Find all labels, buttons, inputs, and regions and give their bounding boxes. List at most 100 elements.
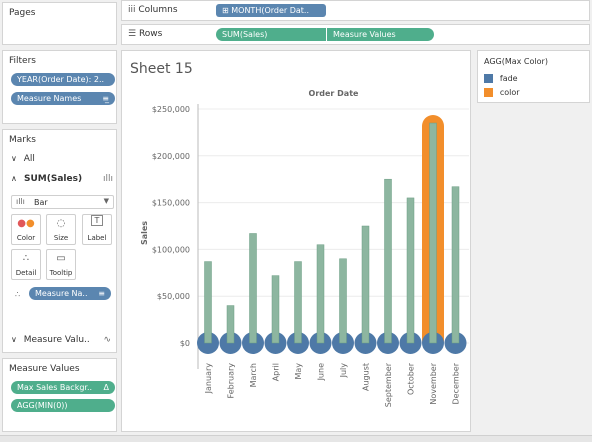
bottom-tab-strip[interactable] — [0, 435, 592, 442]
chart-title: Order Date — [309, 89, 359, 98]
detail-button[interactable]: ∴ Detail — [11, 249, 41, 280]
pages-panel[interactable]: Pages — [2, 2, 117, 45]
bar — [294, 261, 302, 344]
plus-icon: ⊞ — [222, 6, 229, 15]
filters-panel[interactable]: Filters YEAR(Order Date): 2.. Measure Na… — [2, 50, 117, 124]
y-tick-label: $250,000 — [152, 105, 190, 114]
detail-button-label: Detail — [15, 269, 37, 277]
legend-item-color[interactable]: color — [484, 88, 520, 98]
measure-values-panel[interactable]: Measure Values Max Sales Backgr.. Δ AGG(… — [2, 358, 117, 432]
dropdown-arrow-icon: ▼ — [103, 197, 109, 205]
marks-measure-names-label: Measure Na.. — [35, 289, 88, 298]
bar — [406, 197, 415, 344]
legend-title: AGG(Max Color) — [484, 57, 548, 66]
columns-shelf[interactable]: iii Columns ⊞ MONTH(Order Dat.. — [121, 0, 590, 21]
x-tick-label: March — [249, 363, 258, 387]
marks-measure-names-pill[interactable]: Measure Na.. ≡ — [29, 287, 111, 300]
x-tick-label: December — [452, 362, 461, 404]
legend-swatch-fade — [484, 74, 493, 83]
measure-value-pill-max-sales[interactable]: Max Sales Backgr.. Δ — [11, 381, 115, 394]
columns-icon: iii — [128, 5, 136, 15]
bar — [339, 258, 347, 344]
color-button-label: Color — [16, 234, 36, 242]
y-tick-label: $100,000 — [152, 245, 190, 254]
filter-pill-year-label: YEAR(Order Date): 2.. — [17, 75, 105, 84]
filter-pill-measure-names[interactable]: Measure Names ≡̲ — [11, 92, 115, 105]
tooltip-icon: ▭ — [56, 253, 66, 264]
x-tick-label: August — [362, 363, 371, 391]
filter-sort-icon: ≡̲ — [102, 94, 109, 103]
size-button[interactable]: ◌ Size — [46, 214, 76, 245]
bar-icon: ıllı — [16, 197, 25, 206]
x-tick-label: October — [407, 362, 416, 395]
filters-title: Filters — [9, 56, 36, 66]
marks-all-row[interactable]: ∨ All — [11, 154, 111, 166]
x-tick-label: April — [272, 363, 281, 381]
measure-values-row[interactable]: ∨ Measure Valu.. ∿ — [11, 335, 115, 347]
x-tick-label: September — [384, 362, 393, 407]
measure-value-pill-agg-min-label: AGG(MIN(0)) — [17, 401, 68, 410]
pages-title: Pages — [9, 8, 36, 18]
detail-icon: ∴ — [22, 253, 30, 264]
legend-swatch-color — [484, 88, 493, 97]
measure-value-pill-max-sales-label: Max Sales Backgr.. — [17, 383, 93, 392]
measure-values-row-label: Measure Valu.. — [23, 335, 90, 345]
chevron-up-icon: ∧ — [11, 174, 17, 183]
bar — [226, 305, 235, 344]
sort-icon: ≡ — [98, 289, 105, 298]
y-tick-label: $0 — [180, 339, 190, 348]
bar — [384, 178, 392, 344]
chevron-down-icon-2: ∨ — [11, 335, 17, 344]
bar — [361, 225, 370, 344]
label-button[interactable]: T Label — [82, 214, 112, 245]
marks-title: Marks — [9, 135, 36, 145]
mark-type-label: Bar — [34, 198, 48, 207]
bar — [451, 186, 460, 344]
size-icon: ◌ — [56, 218, 66, 229]
sheet-title: Sheet 15 — [130, 61, 193, 77]
rows-pill-sum-sales[interactable]: SUM(Sales) — [216, 28, 326, 41]
y-axis-label: Sales — [140, 221, 149, 245]
rows-icon: ☰ — [128, 29, 137, 39]
marks-all-label: All — [23, 154, 35, 164]
bar-chart[interactable]: Order Date $0 $50,000 $100,000 $150,000 $200,… — [122, 51, 470, 431]
tooltip-button[interactable]: ▭ Tooltip — [46, 249, 76, 280]
filter-pill-year[interactable]: YEAR(Order Date): 2.. — [11, 73, 115, 86]
columns-pill-month-label: MONTH(Order Dat.. — [231, 6, 310, 15]
filter-pill-measure-names-label: Measure Names — [17, 94, 82, 103]
y-tick-label: $150,000 — [152, 199, 190, 208]
measure-value-pill-agg-min[interactable]: AGG(MIN(0)) — [11, 399, 115, 412]
delta-icon: Δ — [103, 383, 109, 392]
detail-small-icon: ∴ — [15, 290, 21, 299]
mark-type-dropdown[interactable]: ıllı Bar ▼ — [11, 195, 114, 209]
legend-panel[interactable]: AGG(Max Color) fade color — [477, 50, 590, 103]
legend-item-fade[interactable]: fade — [484, 74, 518, 84]
rows-pill-measure-values[interactable]: Measure Values — [327, 28, 434, 41]
columns-pill-month[interactable]: ⊞ MONTH(Order Dat.. — [216, 4, 326, 17]
rows-pill-sum-sales-label: SUM(Sales) — [222, 30, 268, 39]
x-tick-label: November — [429, 362, 438, 404]
marks-panel[interactable]: Marks ∨ All ∧ SUM(Sales) ıllı ıllı Bar ▼… — [2, 129, 117, 353]
y-tick-label: $200,000 — [152, 152, 190, 161]
rows-shelf[interactable]: ☰ Rows SUM(Sales) Measure Values — [121, 24, 590, 45]
x-tick-label: February — [227, 363, 236, 399]
tooltip-button-label: Tooltip — [49, 269, 73, 277]
line-chart-icon: ∿ — [103, 335, 111, 345]
label-button-label: Label — [87, 234, 107, 242]
marks-sum-sales-row[interactable]: ∧ SUM(Sales) ıllı — [11, 174, 115, 186]
columns-shelf-label: iii Columns — [128, 5, 178, 15]
chevron-down-icon: ∨ — [11, 154, 17, 163]
size-button-label: Size — [53, 234, 69, 242]
x-tick-label: July — [339, 363, 348, 379]
bar — [271, 275, 280, 344]
bar — [316, 244, 325, 344]
color-button[interactable]: ●● Color — [11, 214, 41, 245]
y-tick-label: $50,000 — [157, 292, 190, 301]
sheet-area[interactable]: Sheet 15 Order Date $0 $50,000 $100,000 $150… — [121, 50, 471, 432]
bar — [204, 261, 212, 344]
x-tick-label: January — [204, 363, 213, 395]
bar — [429, 122, 437, 344]
bar-chart-icon: ıllı — [102, 174, 113, 184]
legend-label-color: color — [499, 88, 520, 97]
legend-label-fade: fade — [499, 74, 518, 83]
